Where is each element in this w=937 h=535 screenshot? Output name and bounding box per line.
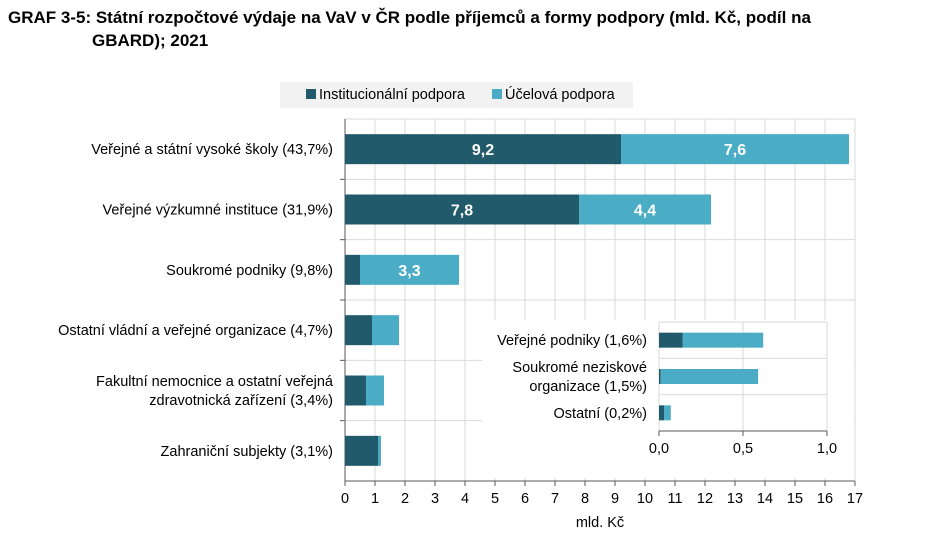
category-label: Soukromé neziskové: [512, 360, 647, 376]
x-tick-label: 14: [757, 491, 773, 507]
bar-targeted: [664, 405, 671, 421]
data-label: 7,6: [724, 142, 746, 159]
x-tick-label: 7: [551, 491, 559, 507]
bar-institutional: [345, 375, 366, 406]
bar-institutional: [659, 332, 683, 348]
legend-swatch-targeted: [492, 89, 502, 99]
x-tick-label: 9: [611, 491, 619, 507]
category-label: Ostatní vládní a veřejné organizace (4,7…: [58, 323, 333, 339]
x-tick-label: 3: [431, 491, 439, 507]
bar-institutional: [345, 194, 579, 225]
x-tick-label: 11: [667, 491, 682, 507]
data-label: 4,4: [634, 203, 656, 220]
category-label: Ostatní (0,2%): [554, 406, 647, 422]
x-tick-label: 0,0: [649, 441, 669, 457]
x-tick-label: 0,5: [733, 441, 753, 457]
title-line-2: GBARD); 2021: [92, 31, 209, 50]
x-tick-label: 1,0: [817, 441, 837, 457]
bar-institutional: [345, 435, 378, 466]
x-tick-label: 17: [847, 491, 863, 507]
legend-swatch-institutional: [306, 89, 316, 99]
x-tick-label: 4: [461, 491, 469, 507]
legend-label-institutional: Institucionální podpora: [319, 87, 466, 103]
category-label: Fakultní nemocnice a ostatní veřejná: [96, 374, 334, 390]
bar-targeted: [579, 194, 711, 225]
x-axis-title: mld. Kč: [576, 515, 624, 531]
x-tick-label: 13: [727, 491, 743, 507]
category-label: Veřejné výzkumné instituce (31,9%): [103, 203, 334, 219]
chart-title: GRAF 3-5: Státní rozpočtové výdaje na Va…: [8, 6, 928, 52]
x-tick-label: 12: [697, 491, 713, 507]
data-label: 3,3: [398, 263, 420, 280]
x-tick-label: 6: [521, 491, 529, 507]
data-label: 9,2: [472, 142, 494, 159]
legend-box: [280, 82, 633, 108]
x-tick-label: 15: [787, 491, 803, 507]
bar-targeted: [660, 369, 759, 384]
bar-targeted: [682, 332, 764, 348]
bar-targeted: [621, 134, 849, 165]
bar-targeted: [372, 315, 399, 346]
bar-targeted: [360, 254, 459, 285]
bar-institutional: [659, 405, 665, 421]
bar-targeted: [378, 435, 381, 466]
bar-institutional: [345, 134, 621, 165]
bar-institutional: [345, 315, 372, 346]
legend-label-targeted: Účelová podpora: [505, 86, 616, 103]
x-tick-label: 10: [637, 491, 653, 507]
x-tick-label: 0: [341, 491, 349, 507]
x-tick-label: 2: [401, 491, 409, 507]
category-label: Veřejné podniky (1,6%): [497, 333, 647, 349]
category-label: Soukromé podniky (9,8%): [166, 263, 333, 279]
x-tick-label: 1: [371, 491, 379, 507]
x-tick-label: 8: [581, 491, 589, 507]
category-label: Zahraniční subjekty (3,1%): [161, 444, 333, 460]
bar-institutional: [659, 369, 661, 384]
x-tick-label: 5: [491, 491, 499, 507]
category-label: zdravotnická zařízení (3,4%): [149, 393, 333, 409]
category-label: Veřejné a státní vysoké školy (43,7%): [91, 142, 333, 158]
data-label: 7,8: [451, 203, 473, 220]
category-label: organizace (1,5%): [529, 379, 647, 395]
bar-targeted: [366, 375, 384, 406]
title-line-1: GRAF 3-5: Státní rozpočtové výdaje na Va…: [8, 8, 811, 27]
bar-institutional: [345, 254, 360, 285]
x-tick-label: 16: [817, 491, 833, 507]
